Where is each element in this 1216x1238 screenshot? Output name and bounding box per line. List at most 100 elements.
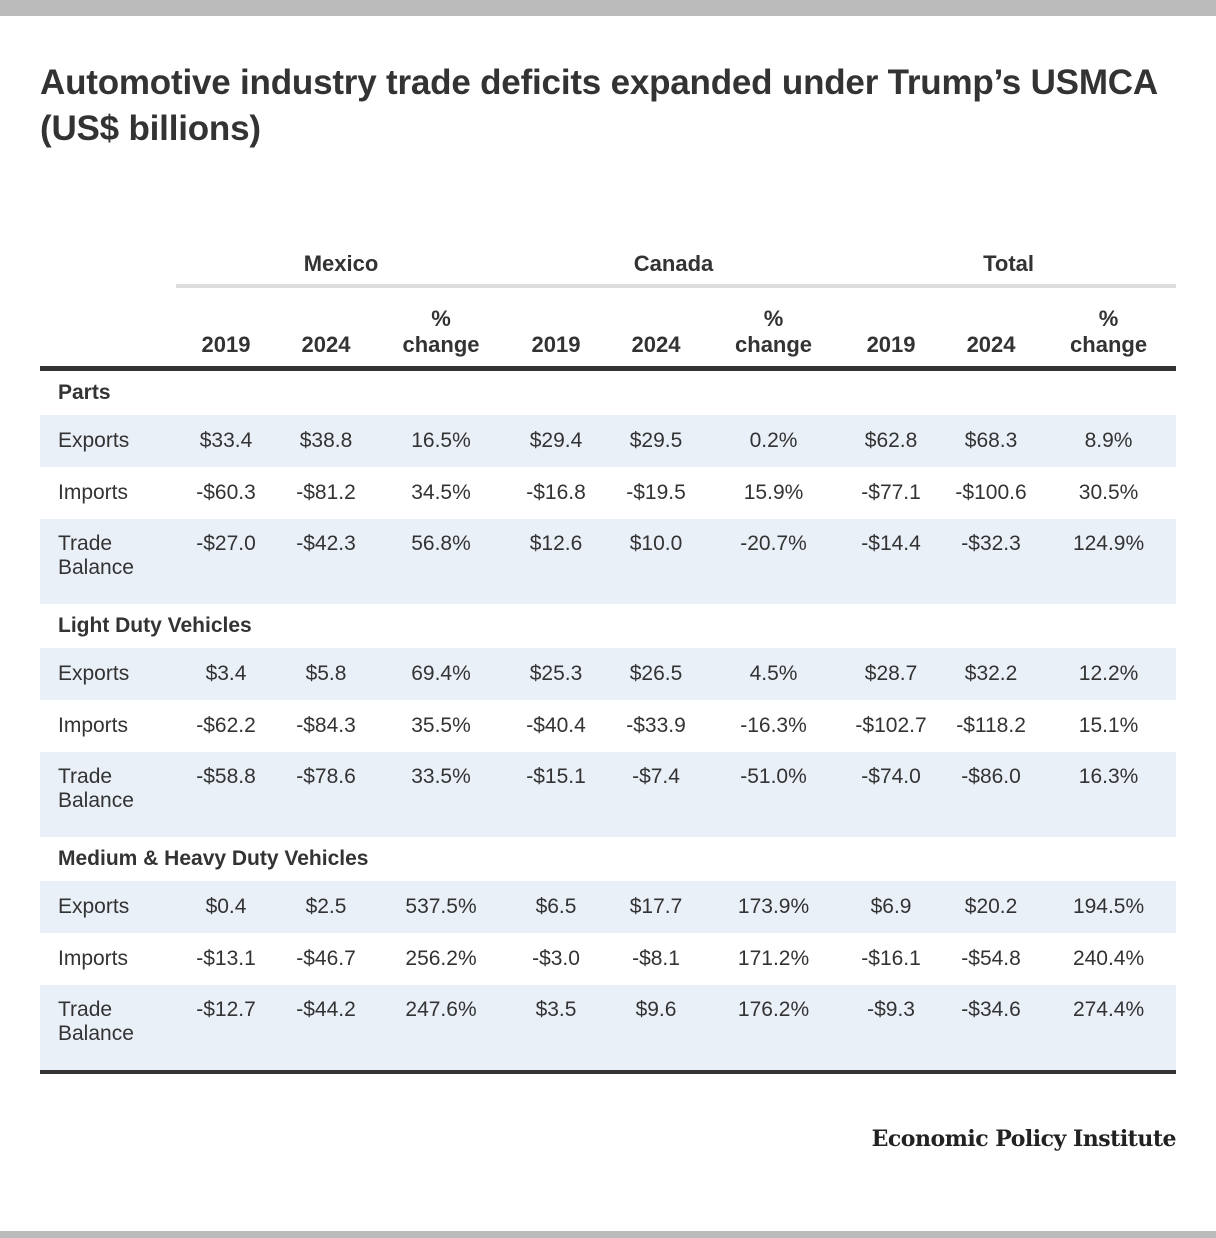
- table-cell: -$40.4: [526, 714, 586, 737]
- group-header-row: Mexico Canada Total: [40, 244, 1176, 284]
- table-cell: -$13.1: [196, 947, 256, 970]
- table-cell: -$16.8: [526, 481, 586, 504]
- table-cell: -20.7%: [706, 519, 842, 604]
- table-cell: -$102.7: [855, 714, 927, 737]
- column-header-canada-pct-change: % change: [706, 288, 842, 371]
- group-header-total: Total: [983, 251, 1035, 276]
- table-cell: $3.5: [506, 985, 607, 1074]
- column-header-total-pct-change: % change: [1041, 288, 1177, 371]
- table-cell: -$100.6: [955, 481, 1027, 504]
- column-header-line1: %: [763, 306, 784, 331]
- column-header-line2: 2019: [866, 332, 916, 357]
- column-header-row: 2019 2024% change 2019 2024% change 2019 2024% c…: [40, 288, 1177, 371]
- table-row: Exports $3.4 $5.8 69.4% $25.3 $26.5 4.5% $28.7 $…: [40, 648, 1177, 700]
- column-header-mexico-2019: 2019: [176, 288, 276, 371]
- table-cell: 33.5%: [376, 752, 507, 837]
- table-cell: $6.5: [506, 881, 607, 933]
- table-row: Imports -$62.2 -$84.3 35.5% -$40.4 -$33.9 -16.…: [40, 700, 1176, 752]
- table-cell: 256.2%: [405, 947, 477, 970]
- table-cell: $32.2: [941, 648, 1042, 700]
- table-cell: -$19.5: [626, 481, 686, 504]
- table-cell: $17.7: [606, 881, 707, 933]
- table-row: Trade Balance -$12.7 -$44.2 247.6% $3.5 $9.6 17…: [40, 985, 1177, 1074]
- bottom-frame-bar: [0, 1231, 1216, 1238]
- table-cell: -$81.2: [296, 481, 356, 504]
- table-cell: -$86.0: [941, 752, 1042, 837]
- table-cell: -$14.4: [841, 519, 942, 604]
- group-header-canada: Canada: [633, 251, 714, 276]
- section-title: Parts: [58, 381, 111, 404]
- group-header-mexico: Mexico: [303, 251, 379, 276]
- table-cell: -51.0%: [706, 752, 842, 837]
- table-cell: 69.4%: [376, 648, 507, 700]
- table-cell: 537.5%: [376, 881, 507, 933]
- column-header-line2: change: [402, 332, 480, 357]
- row-label-line: Balance: [58, 789, 134, 812]
- table-cell: $5.8: [276, 648, 376, 700]
- table-cell: $26.5: [606, 648, 707, 700]
- table-cell: $20.2: [941, 881, 1042, 933]
- table-cell: -$44.2: [276, 985, 376, 1074]
- column-header-mexico-pct-change: % change: [376, 288, 507, 371]
- section-header-row: Medium & Heavy Duty Vehicles: [40, 837, 1176, 881]
- table-cell: -16.3%: [740, 714, 807, 737]
- table-cell: 15.1%: [1078, 714, 1139, 737]
- row-label: Exports: [40, 648, 176, 700]
- trade-table-container: Mexico Canada Total 2019 2024% change 2019 2…: [40, 244, 1177, 1074]
- table-cell: -$77.1: [861, 481, 921, 504]
- table-cell: -$33.9: [626, 714, 686, 737]
- column-header-line2: 2019: [201, 332, 251, 357]
- table-cell: $12.6: [506, 519, 607, 604]
- column-header-total-2024: 2024: [941, 288, 1042, 371]
- table-cell: $62.8: [841, 415, 942, 467]
- section-title: Medium & Heavy Duty Vehicles: [58, 847, 369, 870]
- column-header-line2: 2024: [301, 332, 351, 357]
- table-cell: $28.7: [841, 648, 942, 700]
- table-row: Imports -$13.1 -$46.7 256.2% -$3.0 -$8.1 171.2…: [40, 933, 1176, 985]
- row-label: Imports: [58, 947, 129, 970]
- table-cell: -$78.6: [276, 752, 376, 837]
- row-label: Trade Balance: [40, 752, 176, 837]
- row-label: Exports: [40, 881, 176, 933]
- row-label: Imports: [58, 714, 129, 737]
- table-cell: 12.2%: [1041, 648, 1177, 700]
- row-label-line: Trade: [58, 765, 113, 788]
- table-cell: -$74.0: [841, 752, 942, 837]
- table-cell: -$54.8: [961, 947, 1021, 970]
- column-header-canada-2024: 2024: [606, 288, 707, 371]
- column-header-line2: 2024: [966, 332, 1016, 357]
- column-header-total-2019: 2019: [841, 288, 942, 371]
- section-header-row: Light Duty Vehicles: [40, 604, 1176, 648]
- table-cell: -$34.6: [941, 985, 1042, 1074]
- table-cell: 35.5%: [411, 714, 471, 737]
- row-label: Exports: [40, 415, 176, 467]
- group-divider-rule: [176, 284, 1177, 288]
- table-cell: 15.9%: [743, 481, 804, 504]
- column-header-line2: change: [735, 332, 813, 357]
- table-row: Exports $33.4 $38.8 16.5% $29.4 $29.5 0.2% $62.…: [40, 415, 1177, 467]
- table-cell: 16.3%: [1041, 752, 1177, 837]
- page-title: Automotive industry trade deficits expan…: [40, 63, 1157, 148]
- table-cell: -$60.3: [196, 481, 256, 504]
- table-cell: -$27.0: [176, 519, 276, 604]
- table-body: Parts Exports $33.4 $38.8 16.5% $29.4 $29.5 0.2…: [40, 369, 1177, 1074]
- table-cell: 240.4%: [1072, 947, 1145, 970]
- table-cell: 176.2%: [706, 985, 842, 1074]
- table-cell: 124.9%: [1041, 519, 1177, 604]
- table-cell: $38.8: [276, 415, 376, 467]
- table-cell: -$46.7: [296, 947, 356, 970]
- table-cell: -$9.3: [841, 985, 942, 1074]
- table-cell: -$84.3: [296, 714, 356, 737]
- table-cell: 30.5%: [1078, 481, 1139, 504]
- table-cell: $10.0: [606, 519, 707, 604]
- table-cell: $68.3: [941, 415, 1042, 467]
- row-label-line: Trade: [58, 532, 113, 555]
- table-cell: $6.9: [841, 881, 942, 933]
- row-label-line: Trade: [58, 998, 113, 1021]
- table-cell: $9.6: [606, 985, 707, 1074]
- table-cell: 194.5%: [1041, 881, 1177, 933]
- table-cell: 274.4%: [1041, 985, 1177, 1074]
- table-cell: -$3.0: [532, 947, 580, 970]
- row-label: Trade Balance: [40, 519, 176, 604]
- table-cell: $0.4: [176, 881, 276, 933]
